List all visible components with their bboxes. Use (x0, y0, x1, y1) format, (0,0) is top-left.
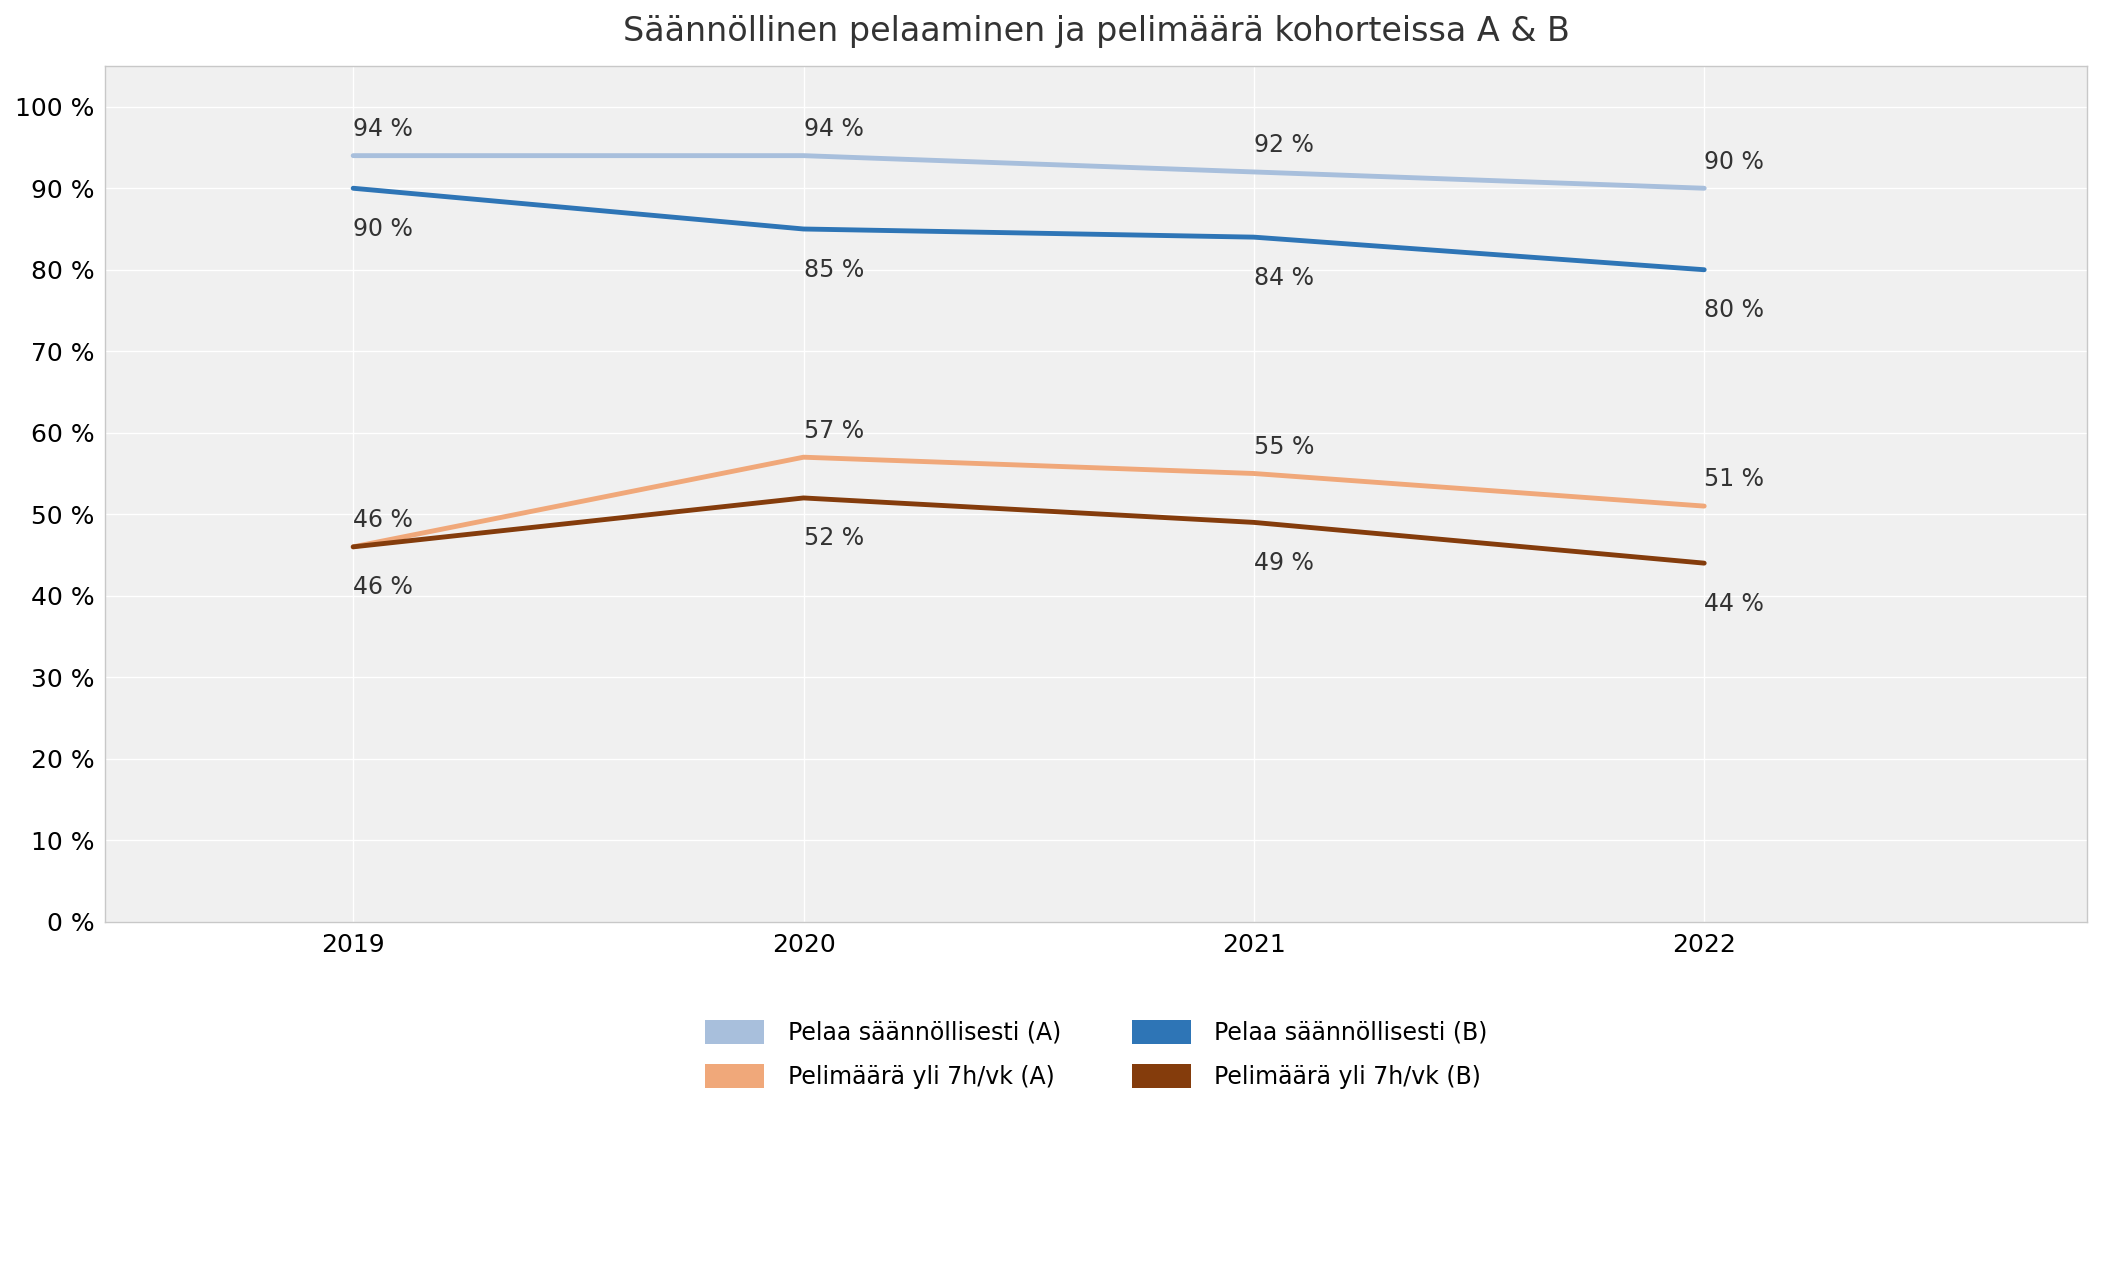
Legend: Pelaa säännöllisesti (A), Pelimäärä yli 7h/vk (A), Pelaa säännöllisesti (B), Pel: Pelaa säännöllisesti (A), Pelimäärä yli … (696, 1010, 1497, 1098)
Text: 85 %: 85 % (803, 257, 864, 281)
Text: 46 %: 46 % (353, 508, 414, 532)
Text: 49 %: 49 % (1255, 551, 1314, 575)
Text: 94 %: 94 % (803, 116, 864, 141)
Text: 57 %: 57 % (803, 419, 864, 443)
Text: 90 %: 90 % (1705, 149, 1764, 173)
Text: 94 %: 94 % (353, 116, 414, 141)
Text: 92 %: 92 % (1255, 133, 1314, 157)
Text: 52 %: 52 % (803, 527, 864, 551)
Text: 90 %: 90 % (353, 216, 414, 241)
Text: 51 %: 51 % (1705, 467, 1764, 491)
Text: 46 %: 46 % (353, 575, 414, 599)
Title: Säännöllinen pelaaminen ja pelimäärä kohorteissa A & B: Säännöllinen pelaaminen ja pelimäärä koh… (622, 15, 1570, 48)
Text: 55 %: 55 % (1255, 434, 1314, 458)
Text: 84 %: 84 % (1255, 266, 1314, 290)
Text: 44 %: 44 % (1705, 591, 1764, 615)
Text: 80 %: 80 % (1705, 299, 1764, 323)
